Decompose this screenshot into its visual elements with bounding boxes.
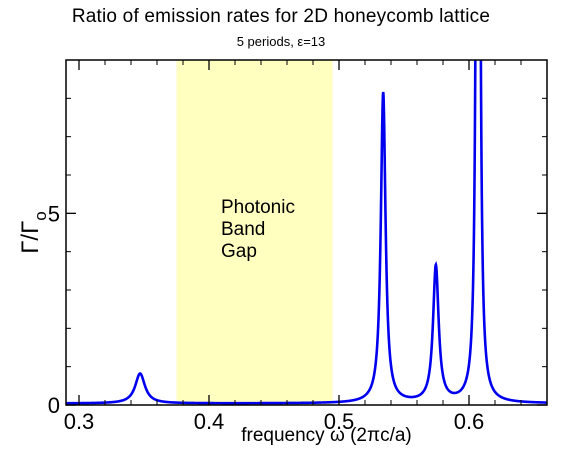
- chart-title: Ratio of emission rates for 2D honeycomb…: [71, 6, 491, 27]
- band-gap-region: [176, 60, 333, 405]
- band-gap-label-line: Gap: [221, 241, 257, 262]
- x-tick-label: 0.5: [324, 409, 355, 434]
- x-tick-label: 0.4: [194, 409, 225, 434]
- x-axis-label: frequency ω (2πc/a): [241, 425, 412, 446]
- x-tick-label: 0.3: [64, 409, 95, 434]
- chart-subtitle: 5 periods, ε=13: [236, 34, 326, 49]
- plot-frame: [65, 59, 548, 406]
- emission-ratio-line: [66, 60, 547, 405]
- x-tick-label: 0.6: [454, 409, 485, 434]
- y-tick-label: 5: [48, 201, 60, 226]
- y-tick-label: 0: [48, 393, 60, 418]
- band-gap-label-line: Band: [221, 219, 265, 240]
- y-axis-label: Γ/Γo: [17, 211, 50, 254]
- band-gap-label-line: Photonic: [221, 197, 295, 218]
